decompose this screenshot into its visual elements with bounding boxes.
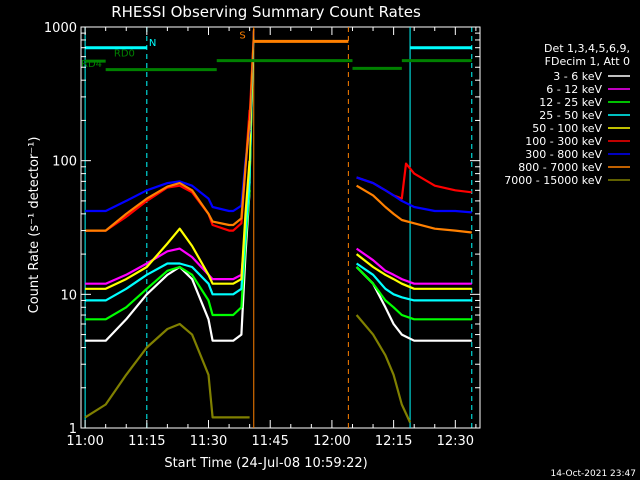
legend-entry-label: 800 - 7000 keV <box>518 161 602 174</box>
legend-entry-label: 12 - 25 keV <box>539 96 602 109</box>
y-tick-label: 100 <box>52 155 77 170</box>
flag-bars <box>85 39 472 72</box>
series-line-after-gap <box>356 176 472 214</box>
legend-entry-label: 3 - 6 keV <box>553 70 602 83</box>
chart-title: RHESSI Observing Summary Count Rates <box>111 3 421 21</box>
footer-timestamp: 14-Oct-2021 23:47 <box>551 469 636 479</box>
series-spike <box>248 28 255 121</box>
series-line <box>85 190 251 321</box>
flag-annotation: RD0 <box>114 49 135 60</box>
y-tick-label: 10 <box>60 288 77 303</box>
x-axis-label: Start Time (24-Jul-08 10:59:22) <box>164 456 367 471</box>
legend-header: Det 1,3,4,5,6,9, <box>544 42 630 55</box>
x-tick-label: 12:15 <box>375 434 412 449</box>
series-line-after-gap <box>355 253 472 290</box>
legend-entry-label: 100 - 300 keV <box>525 135 602 148</box>
y-axis-label: Count Rate (s⁻¹ detector⁻¹) <box>27 137 42 314</box>
x-tick-label: 11:45 <box>251 434 288 449</box>
legend-entry-label: 300 - 800 keV <box>525 148 602 161</box>
series-line-after-gap <box>355 314 412 423</box>
x-tick-label: 11:30 <box>190 434 227 449</box>
plot-frame <box>80 26 481 429</box>
x-tick-label: 12:00 <box>313 434 350 449</box>
series-lines <box>84 28 472 423</box>
legend-entry-label: 25 - 50 keV <box>539 109 602 122</box>
x-tick-label: 11:00 <box>66 434 103 449</box>
series-line-after-gap <box>355 266 472 342</box>
x-tick-label: 11:15 <box>128 434 165 449</box>
legend-header: FDecim 1, Att 0 <box>545 55 630 68</box>
legend-entry-label: 6 - 12 keV <box>546 83 602 96</box>
legend: Det 1,3,4,5,6,9,FDecim 1, Att 0 3 - 6 keV… <box>504 42 630 187</box>
series-line <box>85 160 251 290</box>
axis-ticks: 11:00 11:15 11:30 11:45 12:00 12:15 12:30 1 10 10… <box>44 21 480 449</box>
x-tick-label: 12:30 <box>437 434 474 449</box>
flag-annotation: S <box>239 31 245 42</box>
series-line-after-gap <box>355 266 472 321</box>
flag-annotation: RD4 <box>81 59 102 70</box>
legend-entry-label: 7000 - 15000 keV <box>504 174 602 187</box>
y-tick-label: 1000 <box>44 21 77 36</box>
flag-annotation: N <box>149 38 156 49</box>
legend-entry-label: 50 - 100 keV <box>532 122 602 135</box>
series-line-after-gap <box>355 247 472 285</box>
plot-border <box>80 26 481 429</box>
y-tick-label: 1 <box>69 422 77 437</box>
series-line <box>84 322 250 419</box>
vertical-markers <box>84 27 473 428</box>
series-line <box>85 190 251 342</box>
series-line <box>85 181 251 302</box>
annotations: N RD0 RD4 S <box>81 31 246 71</box>
series-line <box>85 173 251 285</box>
series-line <box>85 120 251 232</box>
series-line-after-gap <box>356 184 472 234</box>
series-line-after-gap <box>355 262 472 302</box>
series-line <box>85 129 251 213</box>
